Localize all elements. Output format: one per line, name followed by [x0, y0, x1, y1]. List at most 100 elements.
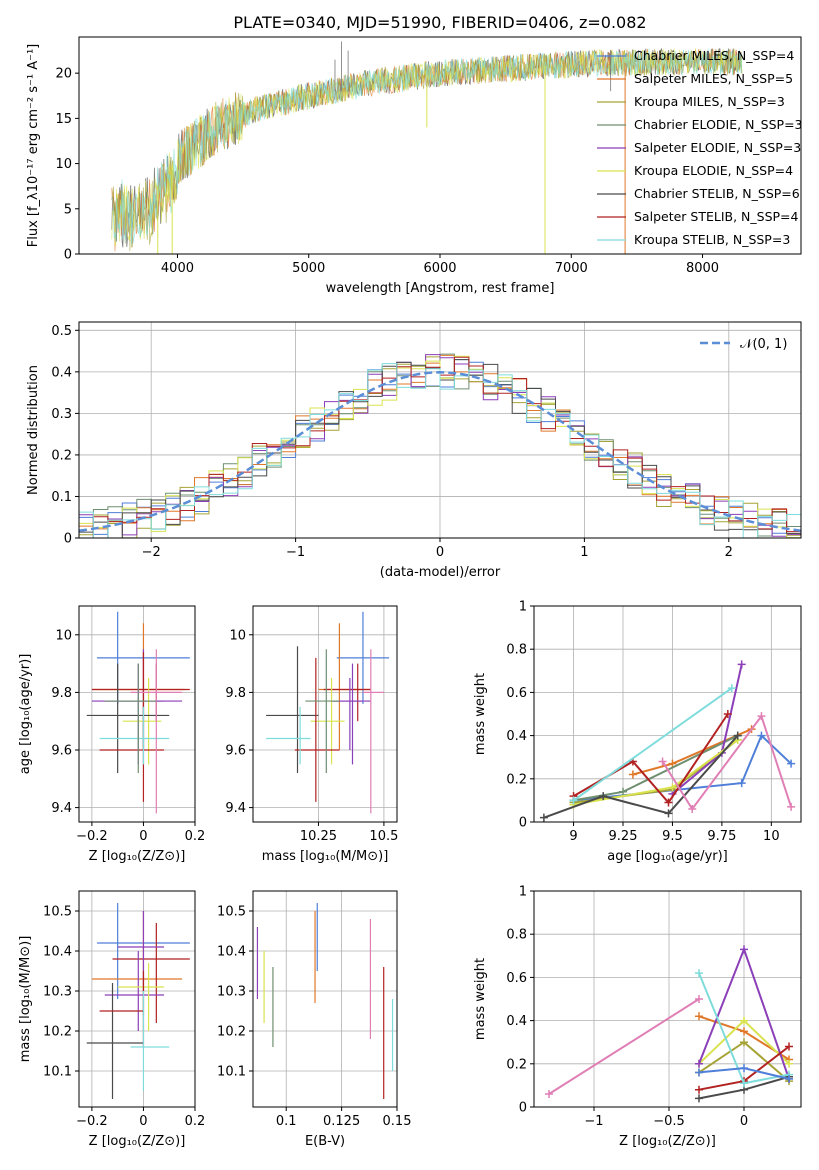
legend-label: Chabrier MILES, N_SSP=4	[634, 48, 794, 63]
y-tick-label: 1	[519, 600, 527, 615]
x-tick-label: 7000	[555, 261, 588, 276]
y-axis-label: Flux [f_λ10⁻¹⁷ erg cm⁻² s⁻¹ A⁻¹]	[26, 44, 41, 248]
y-tick-label: 9.6	[225, 744, 246, 759]
x-tick-label: −0.5	[653, 1114, 685, 1129]
y-tick-label: 0.3	[51, 407, 72, 422]
x-tick-label: 6000	[423, 261, 456, 276]
axes-frame	[252, 605, 398, 823]
series-marker	[695, 1059, 703, 1068]
series-marker	[787, 759, 796, 768]
y-axis-label: age [log₁₀(age/yr)]	[18, 654, 33, 775]
x-tick-label: 0	[139, 829, 147, 844]
y-tick-label: 0	[64, 248, 72, 263]
y-tick-label: 9.4	[51, 801, 72, 816]
series-marker	[723, 710, 732, 718]
series-marker	[695, 995, 703, 1003]
y-tick-label: 0	[519, 816, 527, 831]
legend-label: Salpeter STELIB, N_SSP=4	[634, 209, 799, 224]
x-tick-label: 0	[740, 1114, 748, 1129]
x-tick-label: 0.15	[383, 1114, 412, 1129]
y-tick-label: 10.2	[217, 1025, 246, 1040]
axes-frame	[78, 605, 196, 823]
x-tick-label: 10.5	[369, 829, 398, 844]
y-tick-label: 10.5	[217, 905, 246, 920]
series-marker	[757, 731, 766, 740]
y-axis-label: Normed distribution	[26, 365, 41, 495]
series-marker	[695, 1094, 703, 1103]
x-axis-label: Z [log₁₀(Z/Z⊙)]	[619, 1134, 716, 1149]
y-tick-label: 20	[55, 67, 72, 82]
panel-massweight_vs_Z: −1 −0.5 0 0 0.2 0.4 0.6 0.8 1 Z [log₁₀(Z/Z⊙)] mass…	[473, 885, 802, 1149]
axes-frame	[78, 36, 802, 255]
series-marker	[688, 805, 697, 814]
y-tick-label: 10.4	[217, 945, 246, 960]
panel-age_vs_Z: −0.2 0 0.2 9.4 9.6 9.8 10 Z [log₁₀(Z/Z⊙)] age [l…	[18, 605, 205, 864]
series-line	[573, 687, 733, 802]
y-tick-label: 0.4	[506, 1014, 527, 1029]
series-marker	[785, 1059, 793, 1068]
series-marker	[757, 712, 766, 721]
x-axis-label: Z [log₁₀(Z/Z⊙)]	[89, 1134, 186, 1149]
y-tick-label: 9.4	[225, 801, 246, 816]
legend-label: Chabrier STELIB, N_SSP=6	[634, 186, 800, 201]
series-marker	[658, 757, 667, 766]
y-tick-label: 10	[55, 628, 72, 643]
panel-age_vs_mass: 10.25 10.5 9.4 9.6 9.8 10 mass [log₁₀(M/M⊙)]	[225, 605, 398, 864]
x-tick-label: 4000	[161, 261, 194, 276]
x-tick-label: 5000	[292, 261, 325, 276]
y-tick-label: 0	[519, 1101, 527, 1116]
series-marker	[545, 1090, 553, 1099]
y-tick-label: 0.4	[506, 729, 527, 744]
axes-frame	[252, 890, 398, 1108]
x-axis-label: mass [log₁₀(M/M⊙)]	[262, 849, 389, 864]
y-tick-label: 10.5	[43, 905, 72, 920]
x-tick-label: 0.125	[323, 1114, 360, 1129]
x-tick-label: 10	[763, 829, 780, 844]
panel-spectrum: 4000 5000 6000 7000 8000 0 5 10 15 20 wavelength […	[26, 36, 803, 296]
y-tick-label: 0.1	[51, 490, 72, 505]
series-line	[548, 998, 700, 1095]
legend-label: Salpeter MILES, N_SSP=5	[634, 71, 793, 86]
series-line	[573, 713, 729, 805]
y-tick-label: 10.1	[43, 1065, 72, 1080]
series-marker	[695, 1068, 703, 1077]
panel-mass_vs_Z: −0.2 0 0.2 10.1 10.2 10.3 10.4 10.5 Z [log₁₀(Z/Z…	[18, 890, 206, 1149]
legend-label: Salpeter ELODIE, N_SSP=3	[634, 140, 801, 155]
series-line	[661, 714, 793, 811]
y-tick-label: 0	[64, 532, 72, 547]
series-line	[573, 739, 739, 804]
axes-frame	[78, 321, 802, 539]
series-marker	[733, 731, 742, 740]
x-axis-label: age [log₁₀(age/yr)]	[607, 849, 728, 864]
x-tick-label: 8000	[686, 261, 719, 276]
y-tick-label: 10.3	[43, 985, 72, 1000]
gaussian-curve	[79, 371, 801, 532]
panel-massweight_vs_age: 9 9.25 9.5 9.75 10 0 0.2 0.4 0.6 0.8 1 age [log₁₀(a…	[473, 600, 802, 864]
axes-frame	[533, 890, 802, 1108]
x-tick-label: −0.2	[76, 1114, 108, 1129]
series-marker	[569, 796, 578, 805]
x-tick-label: −1	[584, 1114, 603, 1129]
y-tick-label: 9.8	[225, 686, 246, 701]
x-axis-label: wavelength [Angstrom, rest frame]	[326, 281, 555, 296]
y-tick-label: 10	[229, 628, 246, 643]
x-axis-label: (data-model)/error	[380, 565, 501, 580]
x-tick-label: 2	[725, 545, 733, 560]
series-marker	[785, 1074, 793, 1083]
y-tick-label: 0.8	[506, 643, 527, 658]
spectrum-lines	[111, 41, 743, 254]
series-marker	[785, 1042, 793, 1051]
x-tick-label: 0.1	[276, 1114, 297, 1129]
series-marker	[727, 684, 736, 693]
x-tick-label: 0.2	[185, 1114, 206, 1129]
series-marker	[695, 1012, 703, 1021]
series-marker	[740, 1079, 748, 1088]
series-marker	[619, 787, 627, 796]
y-tick-label: 9.6	[51, 744, 72, 759]
series-marker	[740, 1027, 748, 1036]
y-tick-label: 15	[55, 112, 72, 127]
series-line	[573, 733, 792, 802]
x-tick-label: 1	[580, 545, 588, 560]
y-tick-label: 1	[519, 885, 527, 900]
x-tick-label: −0.2	[76, 829, 108, 844]
